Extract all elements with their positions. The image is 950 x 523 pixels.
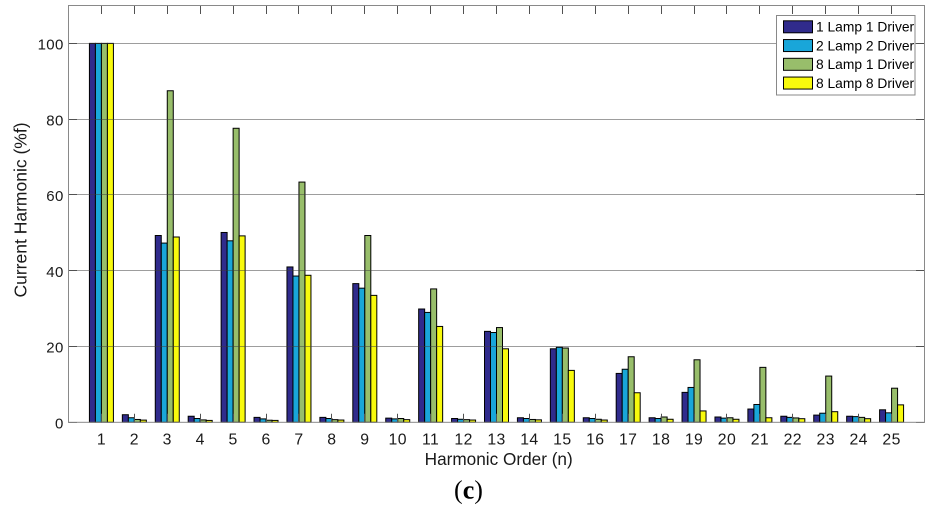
svg-text:17: 17 [619, 431, 637, 448]
svg-text:12: 12 [454, 431, 472, 448]
svg-text:19: 19 [685, 431, 703, 448]
svg-text:5: 5 [229, 431, 238, 448]
svg-text:21: 21 [751, 431, 769, 448]
svg-text:0: 0 [55, 416, 64, 433]
svg-text:11: 11 [422, 431, 439, 448]
svg-text:20: 20 [718, 431, 736, 448]
svg-text:8 Lamp 8 Driver: 8 Lamp 8 Driver [816, 76, 915, 91]
svg-text:Current Harmonic (%f): Current Harmonic (%f) [11, 122, 31, 297]
svg-text:Harmonic Order (n): Harmonic Order (n) [425, 449, 573, 469]
svg-text:13: 13 [487, 431, 505, 448]
svg-text:1 Lamp 1 Driver: 1 Lamp 1 Driver [816, 20, 915, 35]
svg-text:20: 20 [46, 340, 64, 357]
svg-text:16: 16 [586, 431, 604, 448]
svg-text:2: 2 [130, 431, 139, 448]
svg-text:8: 8 [327, 431, 336, 448]
svg-text:7: 7 [294, 431, 303, 448]
svg-text:9: 9 [360, 431, 369, 448]
svg-text:3: 3 [163, 431, 172, 448]
svg-text:14: 14 [520, 431, 538, 448]
svg-text:6: 6 [261, 431, 270, 448]
svg-text:8 Lamp 1 Driver: 8 Lamp 1 Driver [816, 57, 915, 72]
svg-text:100: 100 [38, 37, 64, 54]
svg-text:22: 22 [784, 431, 802, 448]
svg-text:10: 10 [389, 431, 407, 448]
svg-text:25: 25 [882, 431, 900, 448]
svg-text:2 Lamp 2 Driver: 2 Lamp 2 Driver [816, 38, 915, 53]
svg-text:4: 4 [196, 431, 205, 448]
svg-text:(c): (c) [454, 476, 483, 505]
svg-text:18: 18 [652, 431, 670, 448]
svg-text:80: 80 [46, 112, 64, 129]
svg-text:60: 60 [46, 188, 64, 205]
svg-text:1: 1 [97, 431, 106, 448]
svg-text:24: 24 [849, 431, 867, 448]
svg-text:15: 15 [553, 431, 571, 448]
svg-text:40: 40 [46, 264, 64, 281]
svg-text:23: 23 [817, 431, 835, 448]
